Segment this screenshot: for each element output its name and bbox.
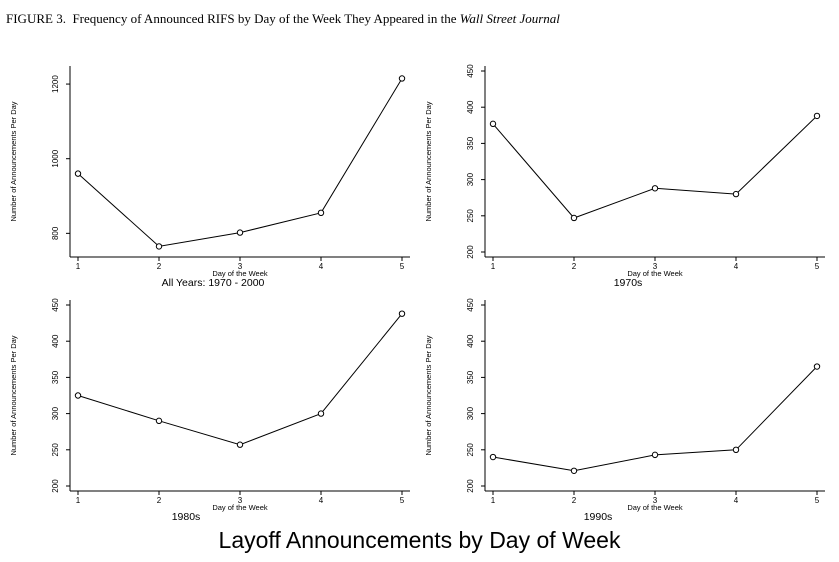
x-tick-label: 2 bbox=[157, 262, 162, 271]
data-point bbox=[155, 417, 163, 425]
y-tick-label: 1200 bbox=[51, 75, 60, 93]
series-line bbox=[77, 313, 403, 446]
y-tick-label: 200 bbox=[466, 245, 475, 259]
y-tick-label: 400 bbox=[466, 334, 475, 348]
y-tick-label: 450 bbox=[51, 298, 60, 312]
data-point bbox=[236, 229, 244, 236]
y-axis-label: Number of Announcements Per Day bbox=[9, 335, 18, 455]
data-point bbox=[236, 441, 244, 448]
series-line bbox=[77, 78, 403, 247]
figure-title-prefix: FIGURE 3. bbox=[6, 11, 66, 26]
x-tick-label: 3 bbox=[238, 262, 243, 271]
data-point bbox=[489, 120, 497, 128]
y-tick-label: 300 bbox=[466, 406, 475, 420]
x-tick-label: 2 bbox=[572, 262, 577, 271]
x-tick-label: 1 bbox=[491, 262, 496, 271]
data-point bbox=[732, 190, 740, 198]
x-tick-label: 5 bbox=[815, 262, 820, 271]
x-tick-label: 4 bbox=[319, 496, 324, 505]
panel-title: 1990s bbox=[584, 511, 613, 523]
x-tick-label: 5 bbox=[400, 262, 405, 271]
chart-panel-4: 200 250 300 350 400 450 1 2 3 4 5 Day of the Week Nu… bbox=[424, 298, 825, 523]
data-point bbox=[398, 310, 406, 317]
data-point bbox=[74, 392, 82, 399]
x-tick-label: 5 bbox=[400, 496, 405, 505]
x-axis-label: Day of the Week bbox=[212, 503, 268, 512]
chart-panel-1: 800 1000 1200 1 2 3 4 5 Day of the Week Number of… bbox=[9, 66, 410, 289]
x-tick-label: 5 bbox=[815, 496, 820, 505]
data-point bbox=[813, 112, 821, 120]
x-tick-label: 2 bbox=[572, 496, 577, 505]
x-tick-label: 3 bbox=[653, 262, 658, 271]
x-axis-label: Day of the Week bbox=[627, 503, 683, 512]
data-point bbox=[317, 209, 325, 217]
main-caption: Layoff Announcements by Day of Week bbox=[218, 527, 621, 553]
y-tick-label: 1000 bbox=[51, 149, 60, 167]
data-point bbox=[489, 453, 497, 461]
y-tick-label: 300 bbox=[466, 172, 475, 186]
figure-title: FIGURE 3. Frequency of Announced RIFS by… bbox=[6, 11, 560, 27]
y-tick-label: 250 bbox=[466, 209, 475, 223]
x-tick-label: 3 bbox=[238, 496, 243, 505]
panel-title: All Years: 1970 - 2000 bbox=[162, 277, 265, 289]
x-tick-label: 1 bbox=[76, 496, 81, 505]
data-point bbox=[732, 446, 740, 453]
data-point bbox=[651, 185, 659, 192]
x-tick-label: 4 bbox=[734, 496, 739, 505]
y-axis-label: Number of Announcements Per Day bbox=[9, 101, 18, 221]
x-tick-label: 2 bbox=[157, 496, 162, 505]
data-point bbox=[317, 410, 325, 417]
y-tick-label: 350 bbox=[466, 136, 475, 150]
y-tick-label: 300 bbox=[51, 406, 60, 420]
x-tick-label: 4 bbox=[734, 262, 739, 271]
y-tick-label: 450 bbox=[466, 298, 475, 312]
x-axis-label: Day of the Week bbox=[627, 269, 683, 278]
y-tick-label: 250 bbox=[466, 443, 475, 457]
y-axis-label: Number of Announcements Per Day bbox=[424, 101, 433, 221]
data-point bbox=[398, 75, 406, 82]
y-tick-label: 400 bbox=[466, 100, 475, 114]
data-point bbox=[813, 363, 821, 370]
y-tick-label: 800 bbox=[51, 226, 60, 240]
x-tick-label: 1 bbox=[76, 262, 81, 271]
data-point bbox=[74, 170, 82, 177]
series-line bbox=[492, 115, 818, 219]
x-tick-label: 4 bbox=[319, 262, 324, 271]
chart-panel-3: 200 250 300 350 400 450 1 2 3 4 5 Day of the Week Nu… bbox=[9, 298, 410, 523]
panel-title: 1980s bbox=[172, 511, 201, 523]
y-tick-label: 350 bbox=[466, 370, 475, 384]
figure-title-italic: Wall Street Journal bbox=[459, 11, 560, 26]
figure-title-main: Frequency of Announced RIFS by Day of th… bbox=[72, 11, 457, 26]
data-point bbox=[155, 243, 163, 250]
y-tick-label: 250 bbox=[51, 443, 60, 457]
data-point bbox=[570, 214, 578, 222]
data-point bbox=[651, 451, 659, 459]
data-point bbox=[570, 467, 578, 474]
y-tick-label: 350 bbox=[51, 370, 60, 384]
y-tick-label: 450 bbox=[466, 64, 475, 78]
x-tick-label: 1 bbox=[491, 496, 496, 505]
x-tick-label: 3 bbox=[653, 496, 658, 505]
chart-panel-2: 200 250 300 350 400 450 1 2 3 4 5 Day of the Week Nu… bbox=[424, 64, 825, 289]
y-tick-label: 200 bbox=[51, 479, 60, 493]
y-axis-label: Number of Announcements Per Day bbox=[424, 335, 433, 455]
y-tick-label: 200 bbox=[466, 479, 475, 493]
y-tick-label: 400 bbox=[51, 334, 60, 348]
panel-title: 1970s bbox=[614, 277, 643, 289]
x-axis-label: Day of the Week bbox=[212, 269, 268, 278]
